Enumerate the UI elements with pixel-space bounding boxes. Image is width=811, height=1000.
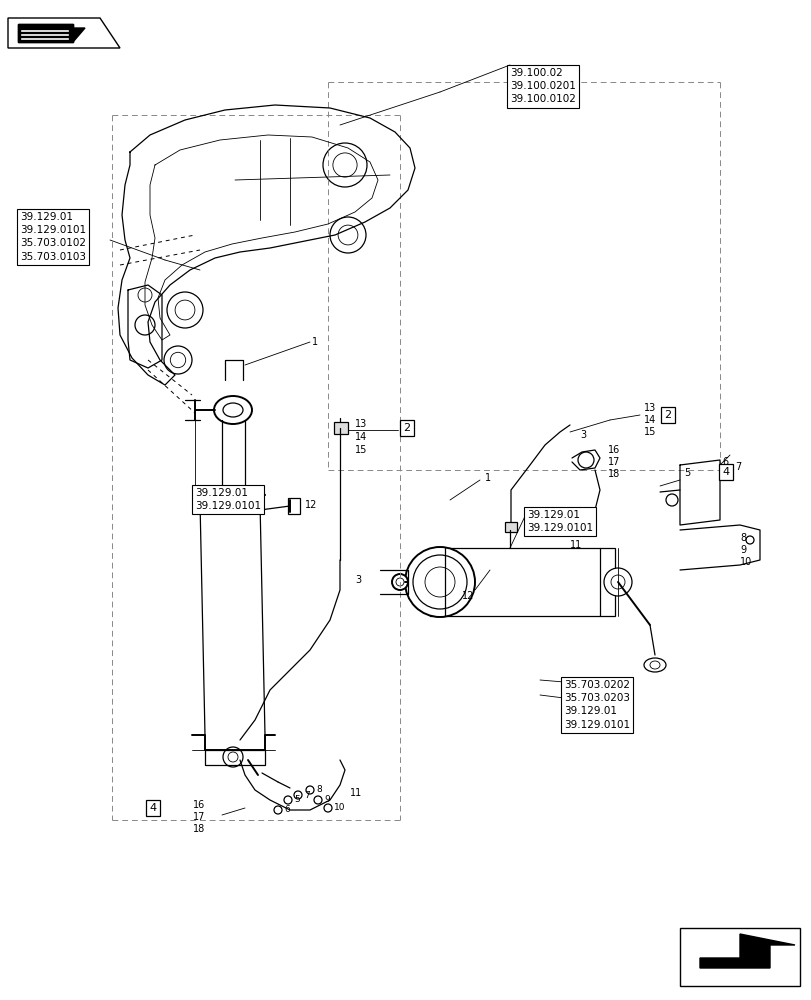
Text: 18: 18 (607, 469, 620, 479)
Circle shape (745, 536, 753, 544)
Text: 8: 8 (739, 533, 745, 543)
Text: 3: 3 (354, 575, 361, 585)
Text: 39.129.01
39.129.0101: 39.129.01 39.129.0101 (526, 510, 592, 533)
Bar (679, 928, 799, 986)
Text: 15: 15 (354, 445, 367, 455)
Text: 5: 5 (294, 795, 299, 804)
Text: 13: 13 (354, 419, 367, 429)
Text: 18: 18 (193, 824, 205, 834)
Text: 13: 13 (643, 403, 655, 413)
Circle shape (273, 806, 281, 814)
Text: 16: 16 (607, 445, 620, 455)
Text: 8: 8 (315, 786, 321, 794)
Ellipse shape (396, 578, 404, 586)
Ellipse shape (405, 547, 474, 617)
Circle shape (294, 791, 302, 799)
Circle shape (135, 315, 155, 335)
Bar (504, 522, 517, 532)
Text: 7: 7 (734, 462, 740, 472)
Text: 14: 14 (354, 432, 367, 442)
Text: 11: 11 (569, 540, 581, 550)
Text: 12: 12 (305, 500, 317, 510)
Text: 14: 14 (643, 415, 655, 425)
Circle shape (284, 796, 292, 804)
Circle shape (164, 346, 191, 374)
Text: 17: 17 (607, 457, 620, 467)
Polygon shape (8, 18, 120, 48)
Circle shape (175, 300, 195, 320)
Text: 2: 2 (403, 423, 410, 433)
Circle shape (138, 288, 152, 302)
Text: 16: 16 (193, 800, 205, 810)
Ellipse shape (223, 403, 242, 417)
Ellipse shape (424, 567, 454, 597)
Text: 4: 4 (149, 803, 157, 813)
Text: 4: 4 (722, 467, 728, 477)
Text: 11: 11 (350, 788, 362, 798)
Circle shape (306, 786, 314, 794)
Text: 39.129.01
39.129.0101: 39.129.01 39.129.0101 (195, 488, 261, 511)
Circle shape (167, 292, 203, 328)
Polygon shape (699, 934, 794, 968)
Text: 7: 7 (303, 790, 309, 799)
Text: 6: 6 (284, 805, 290, 814)
Text: 17: 17 (193, 812, 205, 822)
Text: 10: 10 (333, 803, 345, 812)
Circle shape (333, 153, 357, 177)
Circle shape (324, 804, 332, 812)
Text: 1: 1 (311, 337, 318, 347)
Text: 15: 15 (643, 427, 655, 437)
Text: 9: 9 (324, 795, 329, 804)
Text: 9: 9 (739, 545, 745, 555)
Text: 6: 6 (721, 457, 727, 467)
Ellipse shape (643, 658, 665, 672)
Bar (333, 422, 348, 434)
Ellipse shape (649, 661, 659, 669)
Text: 5: 5 (683, 468, 689, 478)
Polygon shape (73, 28, 85, 42)
Text: 1: 1 (484, 473, 491, 483)
Ellipse shape (610, 575, 624, 589)
Ellipse shape (413, 555, 466, 609)
Ellipse shape (392, 574, 407, 590)
Text: 10: 10 (739, 557, 751, 567)
Circle shape (170, 352, 186, 368)
Text: 12: 12 (461, 591, 474, 601)
Circle shape (314, 796, 322, 804)
Circle shape (577, 452, 594, 468)
Circle shape (337, 225, 358, 245)
Text: 35.703.0202
35.703.0203
39.129.01
39.129.0101: 35.703.0202 35.703.0203 39.129.01 39.129… (564, 680, 629, 730)
Circle shape (665, 494, 677, 506)
Bar (288, 498, 299, 514)
Text: 2: 2 (663, 410, 671, 420)
Bar (430, 548, 614, 616)
Circle shape (323, 143, 367, 187)
Text: 3: 3 (579, 430, 586, 440)
Text: 39.129.01
39.129.0101
35.703.0102
35.703.0103: 39.129.01 39.129.0101 35.703.0102 35.703… (20, 212, 86, 262)
Text: 39.100.02
39.100.0201
39.100.0102: 39.100.02 39.100.0201 39.100.0102 (509, 68, 575, 104)
Ellipse shape (603, 568, 631, 596)
Bar (18, 24, 73, 42)
Circle shape (228, 752, 238, 762)
Ellipse shape (214, 396, 251, 424)
Circle shape (329, 217, 366, 253)
Circle shape (223, 747, 242, 767)
Bar (18, 24, 73, 42)
